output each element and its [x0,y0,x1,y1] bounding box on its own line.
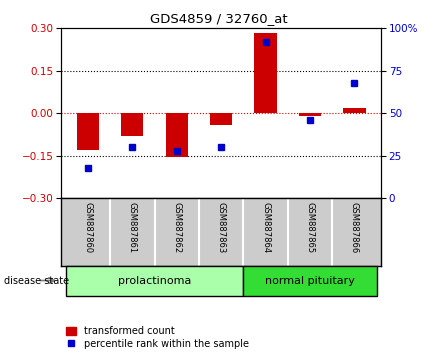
Text: GSM887861: GSM887861 [128,202,137,253]
Bar [77,113,99,150]
Bar [299,113,321,116]
Bar [166,113,188,157]
Bar [121,113,144,136]
Text: prolactinoma: prolactinoma [118,275,191,286]
Text: GDS4859 / 32760_at: GDS4859 / 32760_at [150,12,288,25]
Text: GSM887864: GSM887864 [261,202,270,253]
Text: normal pituitary: normal pituitary [265,275,355,286]
Bar [210,113,232,125]
Text: disease state: disease state [4,275,70,286]
Bar [66,266,244,296]
Text: GSM887863: GSM887863 [217,202,226,253]
Text: GSM887866: GSM887866 [350,202,359,253]
Text: GSM887865: GSM887865 [306,202,314,253]
Text: GSM887860: GSM887860 [84,202,92,253]
Text: GSM887862: GSM887862 [172,202,181,253]
Legend: transformed count, percentile rank within the sample: transformed count, percentile rank withi… [66,326,249,349]
Bar [244,266,377,296]
Bar [254,33,277,113]
Bar [343,108,366,113]
